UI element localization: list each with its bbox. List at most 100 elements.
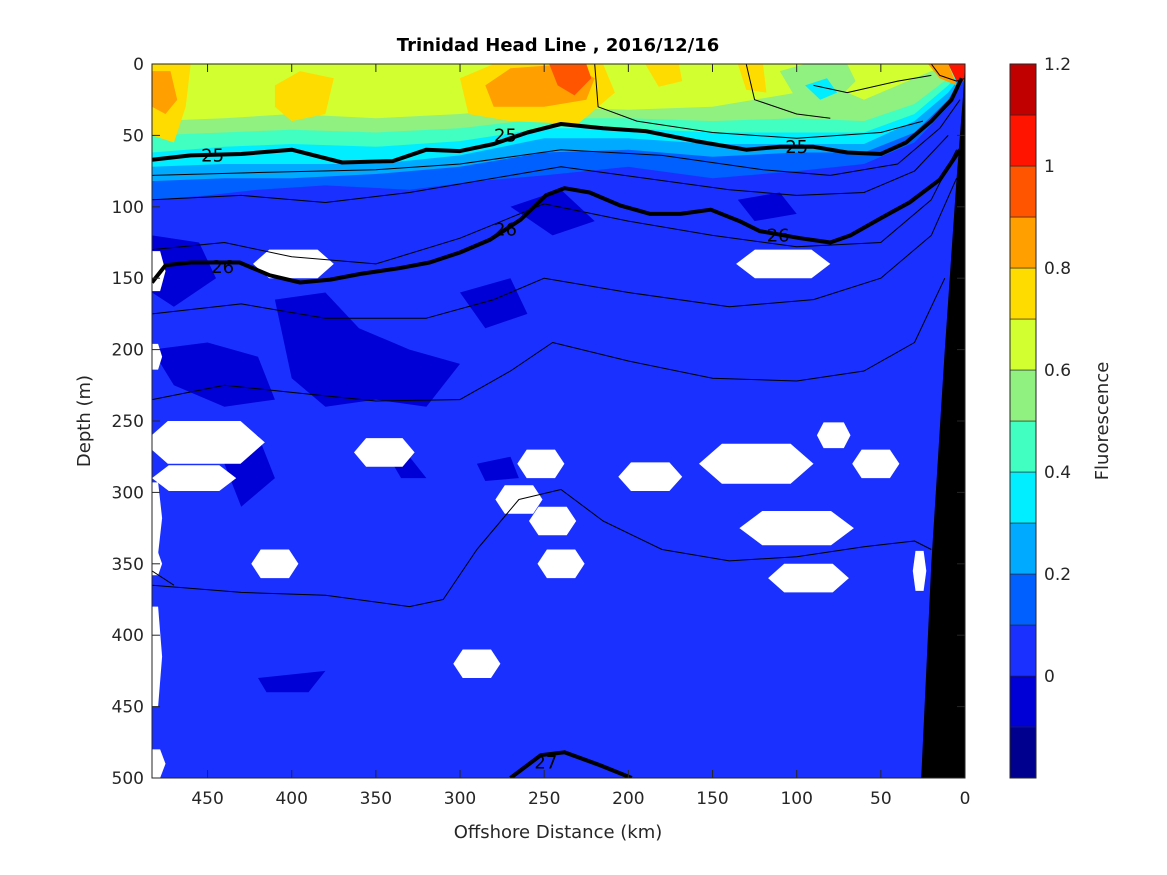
fluorescence-patch <box>274 292 460 407</box>
y-tick-label: 500 <box>112 769 144 789</box>
missing-data-gap <box>852 449 900 479</box>
colorbar-swatch <box>1009 573 1037 626</box>
density-contour <box>813 74 932 94</box>
colorbar-tick-label: 0.2 <box>1044 565 1071 585</box>
contour-label: 26 <box>211 257 234 278</box>
colorbar-tick-label: 0 <box>1044 667 1055 687</box>
missing-data-gap <box>537 549 585 579</box>
missing-data-gap <box>251 549 299 579</box>
fluorescence-patch <box>274 71 334 122</box>
bathymetry <box>921 64 965 778</box>
fluorescence-patch <box>152 71 178 114</box>
colorbar-swatch <box>1009 675 1037 728</box>
density-contour <box>152 149 958 265</box>
fluorescence-patch <box>152 235 216 307</box>
contour-label: 26 <box>767 225 790 246</box>
missing-data-gap <box>354 438 415 467</box>
fluorescence-patch <box>460 278 528 329</box>
field: 25 25 25 26 26 26 27 <box>152 64 965 778</box>
missing-data-gap <box>517 449 565 479</box>
missing-data-gap <box>453 649 501 678</box>
x-tick-label: 300 <box>444 789 476 809</box>
contour-label: 25 <box>201 145 224 166</box>
fluorescence-patch <box>948 64 965 82</box>
density-contour <box>152 489 932 608</box>
contour-label: 25 <box>785 137 808 158</box>
colorbar-tick-label: 0.4 <box>1044 463 1071 483</box>
density-contour <box>152 135 949 203</box>
colorbar: 0 0.2 0.4 0.6 0.8 1 1.2 <box>1009 55 1071 779</box>
x-tick-label: 150 <box>696 789 728 809</box>
fluorescence-patch <box>549 64 592 96</box>
missing-data-gap <box>736 249 831 279</box>
density-contour-26 <box>152 148 962 285</box>
x-tick-label: 450 <box>191 789 223 809</box>
colorbar-swatch <box>1009 114 1037 167</box>
colorbar-swatch <box>1009 318 1037 371</box>
density-contour <box>745 64 831 119</box>
colorbar-tick-label: 0.6 <box>1044 361 1071 381</box>
y-tick-label: 450 <box>112 698 144 718</box>
missing-data-gap <box>152 421 265 464</box>
density-contour <box>152 570 175 586</box>
colorbar-label: Fluorescence <box>1092 362 1113 481</box>
x-tick-label: 100 <box>780 789 812 809</box>
missing-data-gap <box>529 506 577 536</box>
x-axis-label: Offshore Distance (km) <box>454 822 663 843</box>
missing-data-gap <box>152 482 163 554</box>
colorbar-swatch <box>1009 165 1037 218</box>
colorbar-swatch <box>1009 726 1037 779</box>
density-contour <box>152 177 958 319</box>
x-tick-label: 0 <box>960 789 971 809</box>
fluorescence-patch <box>737 192 797 222</box>
colorbar-swatch <box>1009 369 1037 422</box>
colorbar-tick-label: 1.2 <box>1044 55 1071 75</box>
colorbar-swatch <box>1009 624 1037 677</box>
y-tick-label: 350 <box>112 555 144 575</box>
contour-label: 25 <box>494 125 517 146</box>
x-tick-label: 400 <box>275 789 307 809</box>
plot-area: 25 25 25 26 26 26 27 <box>152 64 965 778</box>
missing-data-gap <box>768 563 849 593</box>
colorbar-swatch <box>1009 63 1037 116</box>
y-axis-label: Depth (m) <box>74 375 95 467</box>
colorbar-tick-label: 1 <box>1044 157 1055 177</box>
y-tick-label: 400 <box>112 626 144 646</box>
density-contour <box>930 64 965 82</box>
colorbar-swatch <box>1009 471 1037 524</box>
y-tick-label: 150 <box>112 269 144 289</box>
missing-data-gap <box>152 606 163 707</box>
chart-title: Trinidad Head Line , 2016/12/16 <box>397 35 719 56</box>
contour-label: 27 <box>534 752 557 773</box>
y-tick-label: 250 <box>112 412 144 432</box>
density-contour <box>152 277 946 402</box>
missing-data-gap <box>152 749 166 778</box>
density-contour <box>152 99 961 176</box>
x-tick-label: 250 <box>528 789 560 809</box>
missing-data-gap <box>253 249 334 279</box>
contour-label: 26 <box>494 220 517 241</box>
missing-data-gap <box>912 550 927 591</box>
colorbar-tick-label: 0.8 <box>1044 259 1071 279</box>
fluorescence-patch <box>258 670 326 693</box>
fluorescence-patch <box>805 78 838 100</box>
y-tick-label: 0 <box>133 55 144 75</box>
x-tick-label: 350 <box>360 789 392 809</box>
missing-data-gap <box>699 443 814 484</box>
fluorescence-patch <box>645 64 683 87</box>
fluorescence-patch <box>476 456 519 481</box>
missing-data-gap <box>739 511 854 546</box>
axes: 450 400 350 300 250 200 150 100 50 00501001502002… <box>112 55 971 809</box>
colorbar-swatch <box>1009 267 1037 320</box>
y-tick-label: 200 <box>112 341 144 361</box>
colorbar-swatch <box>1009 216 1037 269</box>
colorbar-box <box>1009 63 1037 779</box>
colorbar-swatch <box>1009 420 1037 473</box>
missing-data-gap <box>618 462 683 491</box>
missing-data-gap <box>152 465 237 491</box>
y-tick-label: 300 <box>112 483 144 503</box>
missing-data-gap <box>152 343 163 370</box>
density-contour <box>594 64 924 139</box>
y-tick-label: 100 <box>112 198 144 218</box>
